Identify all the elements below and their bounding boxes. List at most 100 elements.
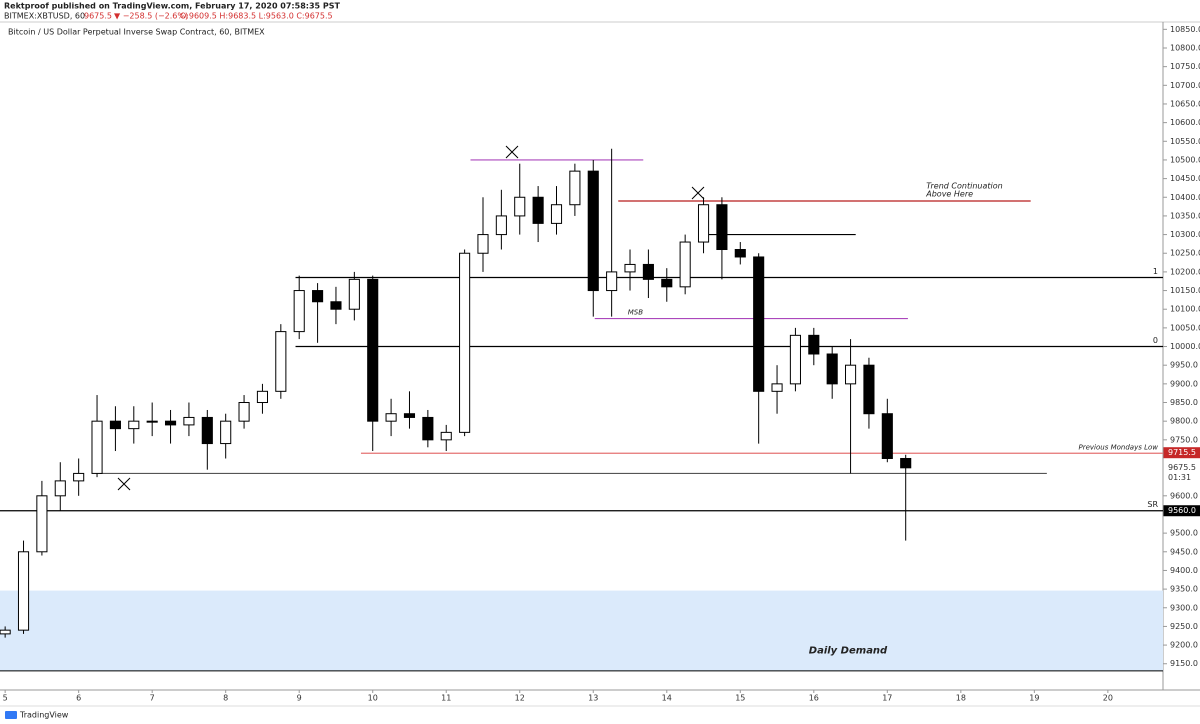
price-label-box: [1163, 447, 1200, 459]
level-label: Above Here: [925, 189, 973, 198]
zone-label: Daily Demand: [809, 646, 888, 657]
symbol: BITMEX:XBTUSD, 60: [4, 12, 85, 21]
x-tick-label: 14: [662, 694, 672, 703]
y-tick-label: 9800.0: [1170, 417, 1198, 426]
candle-body: [36, 495, 48, 553]
y-tick-label: 10800.0: [1170, 43, 1200, 52]
candle-body: [109, 420, 121, 430]
candle-body: [403, 413, 416, 418]
x-tick-label: 11: [441, 694, 451, 703]
x-tick-label: 20: [1103, 694, 1113, 703]
candle-body: [0, 629, 11, 635]
candle-body: [128, 420, 140, 430]
candle-body: [587, 170, 599, 292]
y-tick-label: 9450.0: [1170, 547, 1198, 556]
level-label: MSB: [628, 309, 643, 317]
x-tick-label: 16: [809, 694, 819, 703]
y-tick-label: 9850.0: [1170, 398, 1198, 407]
candle-body: [679, 241, 691, 288]
x-tick-label: 17: [882, 694, 892, 703]
candle-body: [642, 263, 654, 280]
candle-body: [54, 480, 66, 497]
candle-body: [845, 364, 857, 385]
x-tick-label: 18: [956, 694, 966, 703]
candle-body: [220, 420, 232, 445]
y-tick-label: 10000.0: [1170, 342, 1200, 351]
candle-body: [661, 278, 673, 288]
price-label: 9560.0: [1168, 506, 1196, 515]
y-tick-label: 10850.0: [1170, 25, 1200, 34]
x-tick-label: 10: [368, 694, 378, 703]
price-label-box: [1163, 505, 1200, 517]
candle-body: [863, 364, 875, 415]
y-tick-label: 10400.0: [1170, 193, 1200, 202]
level-label: Trend Continuation: [926, 181, 1002, 190]
candle-body: [367, 278, 379, 422]
candle-body: [569, 170, 581, 206]
last-price: 9675.5: [84, 12, 112, 21]
price-label-box: [1164, 462, 1200, 483]
candle-body: [624, 263, 636, 273]
candle-body: [697, 204, 710, 243]
y-tick-label: 10150.0: [1170, 286, 1200, 295]
candle-body: [183, 416, 195, 426]
x-tick-label: 13: [588, 694, 598, 703]
candle-body: [440, 431, 452, 441]
candle-body: [201, 416, 213, 445]
y-tick-label: 9900.0: [1170, 379, 1198, 388]
y-tick-label: 10350.0: [1170, 211, 1200, 220]
y-tick-label: 9950.0: [1170, 361, 1198, 370]
y-tick-label: 10100.0: [1170, 305, 1200, 314]
y-tick-label: 9300.0: [1170, 603, 1198, 612]
candle-body: [532, 196, 544, 224]
candle-body: [826, 353, 838, 385]
y-tick-label: 10700.0: [1170, 81, 1200, 90]
y-tick-label: 10550.0: [1170, 137, 1200, 146]
y-tick-label: 9250.0: [1170, 622, 1198, 631]
candle-body: [900, 457, 912, 469]
candle-body: [164, 420, 177, 426]
candle-body: [17, 551, 30, 631]
price-label: 9675.5: [1168, 463, 1196, 472]
y-tick-label: 10250.0: [1170, 249, 1200, 258]
candle-body: [275, 331, 287, 392]
countdown: 01:31: [1168, 473, 1191, 482]
y-tick-label: 10650.0: [1170, 99, 1200, 108]
y-tick-label: 9200.0: [1170, 641, 1198, 650]
candle-body: [348, 278, 360, 310]
x-tick-label: 6: [76, 694, 81, 703]
candle-body: [385, 413, 397, 422]
candle-body: [459, 252, 471, 433]
x-tick-label: 8: [223, 694, 228, 703]
candle-body: [716, 204, 728, 251]
level-label: SR: [1147, 500, 1158, 509]
y-tick-label: 9500.0: [1170, 529, 1198, 538]
x-tick-label: 5: [3, 694, 8, 703]
candle-body: [256, 390, 269, 404]
ohlc: O:9609.5 H:9683.5 L:9563.0 C:9675.5: [180, 12, 333, 21]
level-label: Previous Mondays Low: [1079, 443, 1159, 451]
brand: TradingView: [19, 711, 69, 720]
y-tick-label: 10200.0: [1170, 267, 1200, 276]
candle-body: [734, 249, 746, 258]
y-tick-label: 10300.0: [1170, 230, 1200, 239]
level-label: 0: [1153, 336, 1158, 345]
candle-body: [91, 420, 103, 474]
x-tick-label: 19: [1029, 694, 1039, 703]
y-tick-label: 10500.0: [1170, 155, 1200, 164]
candle-body: [753, 256, 765, 392]
candle-body: [238, 402, 250, 422]
change: ▼ −258.5 (−2.6%): [114, 12, 188, 21]
publisher: Rektproof published on TradingView.com, …: [4, 2, 341, 11]
candle-body: [808, 334, 820, 355]
y-tick-label: 9400.0: [1170, 566, 1198, 575]
y-tick-label: 9150.0: [1170, 659, 1198, 668]
candle-body: [477, 234, 489, 254]
candle-body: [550, 204, 563, 224]
y-tick-label: 9600.0: [1170, 491, 1198, 500]
candle-body: [293, 290, 305, 333]
candle-body: [881, 413, 893, 459]
price-label: 9715.5: [1168, 448, 1196, 457]
